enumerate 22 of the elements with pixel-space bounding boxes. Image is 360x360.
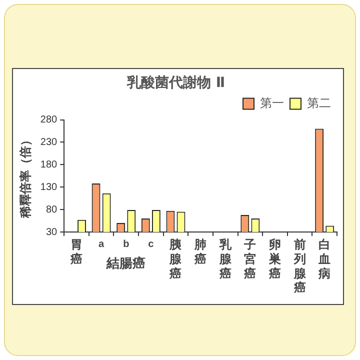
- y-tick-label: 130: [40, 182, 58, 193]
- y-tick-label: 180: [40, 159, 58, 170]
- x-tick-label: 前列腺癌: [292, 238, 307, 295]
- y-tick-label: 30: [46, 226, 58, 238]
- x-tick-label: 肺癌: [194, 238, 207, 266]
- x-tick-label: 卵巣癌: [268, 238, 281, 280]
- x-tick-label: 胰腺癌: [168, 238, 183, 280]
- x-tick-label: c: [148, 238, 154, 250]
- legend-label: 第二: [307, 96, 331, 110]
- x-tick-label: b: [123, 238, 130, 250]
- x-tick-label: 子宮癌: [243, 238, 256, 280]
- y-tick-label: 230: [40, 136, 58, 148]
- x-tick-label: 胃癌: [69, 238, 82, 266]
- legend-label: 第一: [260, 96, 284, 110]
- text: 結腸癌: [106, 255, 146, 272]
- x-tick-label: 乳腺癌: [218, 238, 232, 280]
- x-tick-label: a: [98, 238, 105, 250]
- chart-title: 乳酸菌代謝物 Ⅱ: [126, 74, 226, 92]
- y-tick-label: 80: [46, 204, 58, 216]
- y-axis-title: 稀釋倍率（倍）: [18, 134, 33, 219]
- x-tick-label: 白血病: [318, 238, 331, 280]
- y-tick-label: 280: [40, 114, 58, 126]
